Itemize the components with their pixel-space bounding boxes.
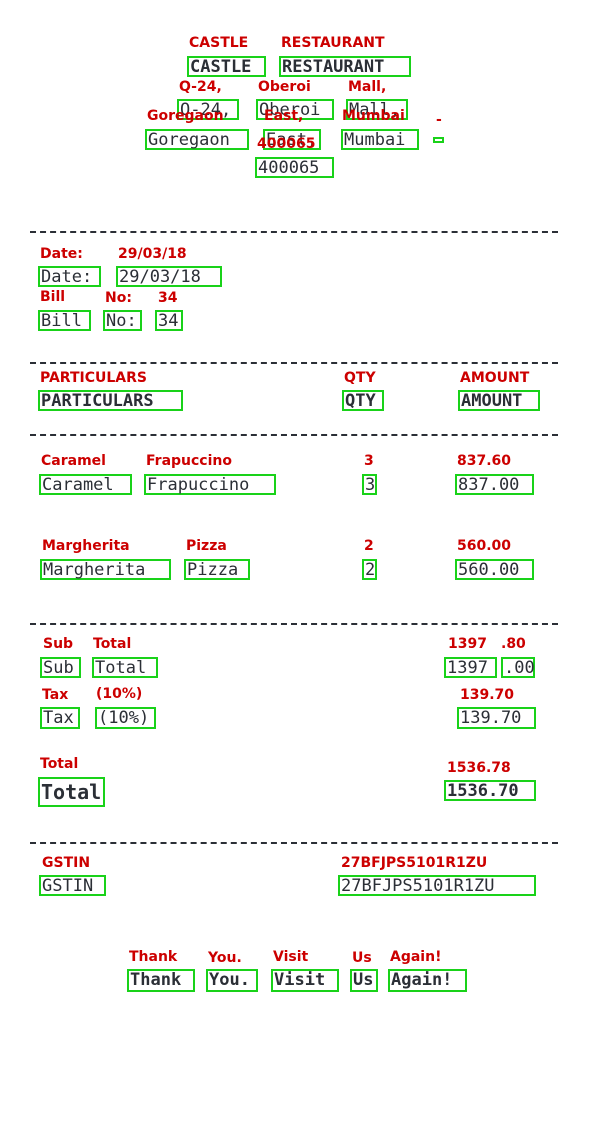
ocr-label: 29/03/18: [118, 246, 187, 262]
subtotal-amount: 1397: [444, 657, 497, 678]
ocr-label: 3: [364, 453, 374, 469]
ocr-label: RESTAURANT: [281, 35, 385, 51]
ocr-label: 139.70: [460, 687, 515, 703]
ocr-label: GSTIN: [42, 855, 91, 871]
tax-amount: 139.70: [457, 707, 536, 729]
item-name-word: Frapuccino: [144, 474, 276, 495]
ocr-label: Oberoi: [258, 79, 311, 95]
ocr-label: CASTLE: [189, 35, 249, 51]
ocr-label: 2: [364, 538, 374, 554]
footer-word: Visit: [271, 969, 339, 992]
restaurant-name-word: RESTAURANT: [279, 56, 411, 77]
gstin-label: GSTIN: [39, 875, 106, 896]
ocr-label: AMOUNT: [460, 370, 530, 386]
ocr-label: 1397: [448, 636, 487, 652]
ocr-label: Pizza: [186, 538, 227, 554]
ocr-label: Mumbai: [342, 108, 405, 124]
ocr-label: 400065: [257, 136, 316, 152]
address-word: Q-24,: [177, 99, 239, 120]
ocr-label: QTY: [344, 370, 376, 386]
footer-word: Us: [350, 969, 378, 992]
item-name-word: Caramel: [39, 474, 132, 495]
ocr-label: Sub: [43, 636, 74, 652]
address-word: East,: [263, 129, 321, 150]
item-amount: 560.00: [455, 559, 534, 580]
item-qty: 3: [362, 474, 377, 495]
ocr-label: Total: [40, 756, 79, 772]
ocr-label: 34: [158, 290, 178, 306]
divider: [30, 623, 558, 625]
item-qty: 2: [362, 559, 377, 580]
ocr-label: You.: [208, 950, 242, 966]
address-word: Mall,: [346, 99, 408, 120]
ocr-label: Us: [352, 950, 372, 966]
address-word: Goregaon: [145, 129, 249, 150]
divider: [30, 842, 558, 844]
subtotal-amount-fraction: .00: [501, 657, 535, 678]
subtotal-label-word: Total: [92, 657, 158, 678]
date-label: Date:: [38, 266, 101, 287]
bill-date: 29/03/18: [116, 266, 222, 287]
divider: [30, 434, 558, 436]
ocr-label: Caramel: [41, 453, 106, 469]
footer-word: You.: [206, 969, 258, 992]
ocr-label: Q-24,: [179, 79, 222, 95]
tax-label-word: Tax: [40, 707, 80, 729]
column-header-particulars: PARTICULARS: [38, 390, 183, 411]
ocr-label: (10%): [96, 686, 143, 702]
divider: [30, 231, 558, 233]
column-header-amount: AMOUNT: [458, 390, 540, 411]
ocr-label: 1536.78: [447, 760, 511, 776]
item-name-word: Margherita: [40, 559, 171, 580]
ocr-label: 837.60: [457, 453, 512, 469]
footer-word: Again!: [388, 969, 467, 992]
ocr-label: 27BFJPS5101R1ZU: [341, 855, 488, 871]
address-word: Oberoi: [256, 99, 334, 120]
ocr-label: Date:: [40, 246, 83, 262]
divider: [30, 362, 558, 364]
item-name-word: Pizza: [184, 559, 250, 580]
total-label: Total: [38, 777, 105, 807]
bill-no-label: No:: [103, 310, 142, 331]
ocr-label: Margherita: [42, 538, 130, 554]
ocr-label: PARTICULARS: [40, 370, 147, 386]
ocr-label: Bill: [40, 289, 66, 305]
ocr-label: Mall,: [348, 79, 387, 95]
bill-number: 34: [155, 310, 183, 331]
ocr-label: Goregaon: [147, 108, 224, 124]
footer-word: Thank: [127, 969, 195, 992]
column-header-qty: QTY: [342, 390, 384, 411]
ocr-label: Thank: [129, 949, 178, 965]
restaurant-name-word: CASTLE: [187, 56, 266, 77]
ocr-label: Total: [93, 636, 132, 652]
ocr-label: East,: [264, 108, 304, 124]
ocr-label: Again!: [390, 949, 442, 965]
tax-rate: (10%): [95, 707, 156, 729]
pincode: 400065: [255, 157, 334, 178]
subtotal-label-word: Sub: [40, 657, 81, 678]
address-word: Mumbai: [341, 129, 419, 150]
address-word: -: [433, 137, 444, 143]
ocr-label: .80: [501, 636, 526, 652]
ocr-label: Frapuccino: [146, 453, 232, 469]
ocr-label: -: [436, 112, 442, 128]
gstin-number: 27BFJPS5101R1ZU: [338, 875, 536, 896]
bill-label: Bill: [38, 310, 91, 331]
item-amount: 837.00: [455, 474, 534, 495]
ocr-label: Visit: [273, 949, 309, 965]
ocr-label: 560.00: [457, 538, 512, 554]
total-amount: 1536.70: [444, 780, 536, 801]
ocr-label: Tax: [42, 687, 69, 703]
ocr-label: No:: [105, 290, 132, 306]
